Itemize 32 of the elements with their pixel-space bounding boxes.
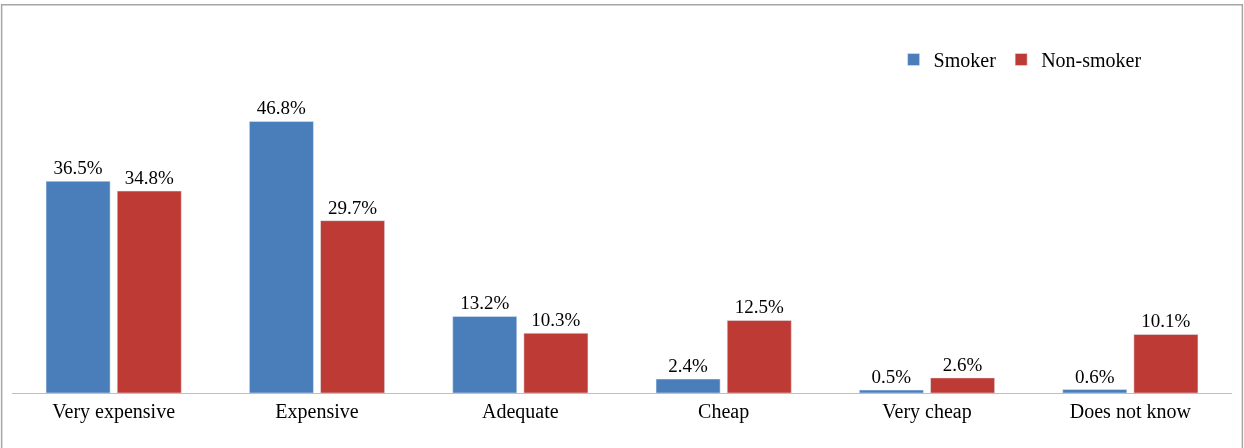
bar [523,332,589,393]
bar [655,378,721,393]
data-label: 12.5% [734,296,784,318]
x-tick-label: Adequate [482,400,559,423]
bar [859,389,924,393]
data-label: 13.2% [460,292,510,314]
data-label: 29.7% [327,196,378,218]
x-tick-label: Very expensive [52,400,176,423]
bar [1133,334,1199,393]
bar [45,180,111,393]
data-label: 46.8% [256,97,307,119]
bar [249,121,314,393]
bar [320,220,385,393]
x-tick-label: Does not know [1069,400,1192,422]
legend-label: Smoker [933,49,997,72]
data-label: 0.5% [871,366,912,388]
legend-label: Non-smoker [1041,49,1142,72]
data-label: 36.5% [53,157,103,179]
x-tick-label: Very cheap [882,400,972,423]
x-tick-label: Cheap [698,400,750,423]
bar [726,320,792,393]
data-label: 2.4% [668,355,708,377]
data-label: 34.8% [124,167,174,189]
x-tick-label: Expensive [275,400,359,423]
data-label: 10.1% [1141,310,1191,332]
bar [452,316,518,393]
data-label: 0.6% [1074,365,1115,387]
bar [116,190,182,393]
data-label: 2.6% [942,353,983,375]
bar [930,377,995,393]
bar [1062,389,1128,393]
data-label: 10.3% [531,309,581,331]
